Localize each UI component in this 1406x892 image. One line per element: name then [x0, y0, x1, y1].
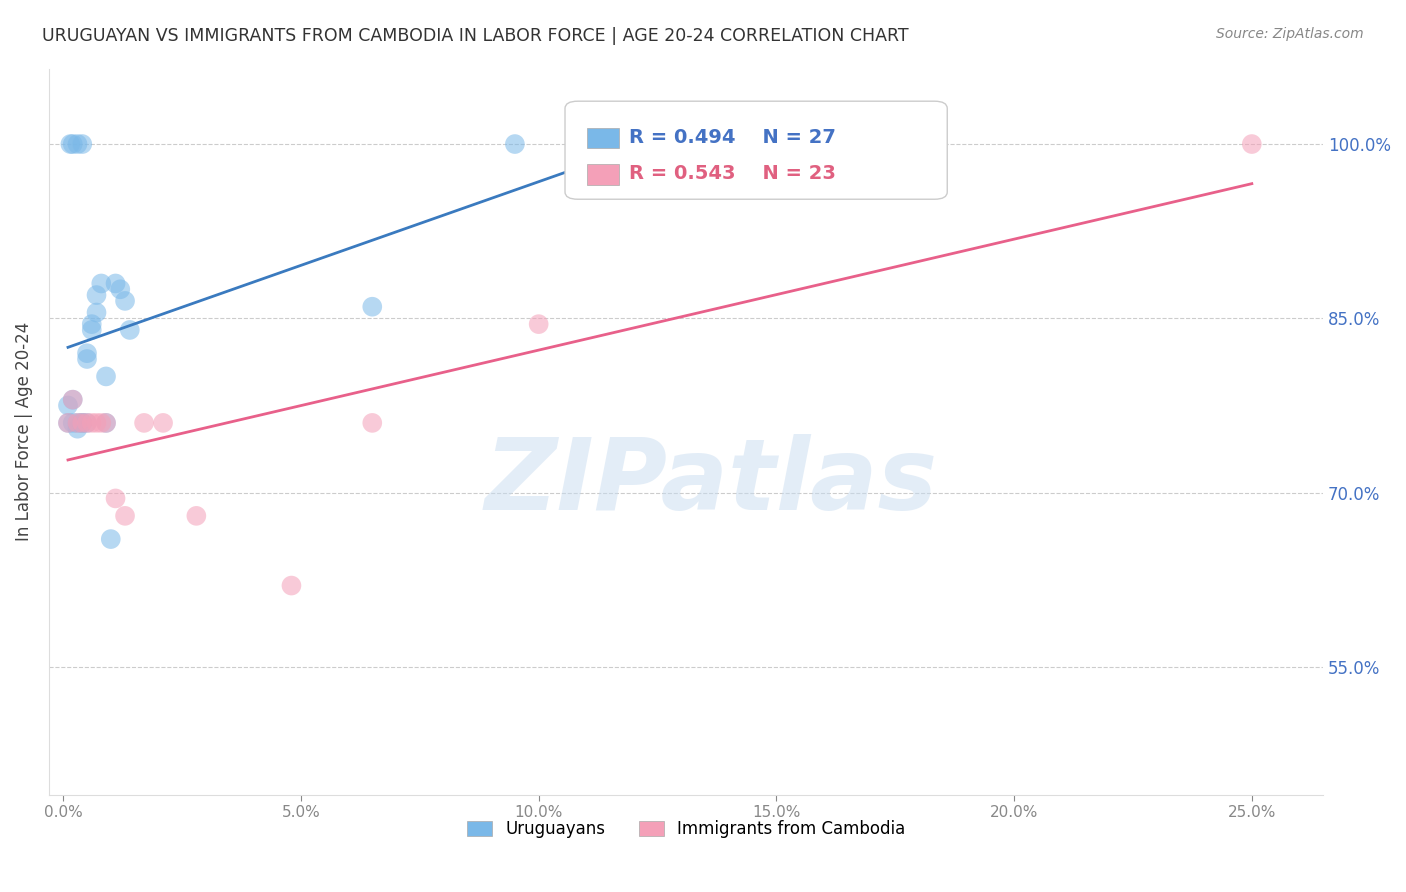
Point — [66, 416, 89, 430]
Point — [114, 508, 136, 523]
Point — [62, 392, 84, 407]
Point — [90, 277, 112, 291]
Point — [62, 392, 84, 407]
Point — [66, 416, 89, 430]
Point — [361, 416, 384, 430]
FancyBboxPatch shape — [565, 101, 948, 199]
Point — [76, 351, 98, 366]
Point — [86, 288, 108, 302]
Point — [72, 416, 94, 430]
Point — [66, 136, 89, 151]
Bar — [586, 164, 619, 185]
Point — [72, 416, 94, 430]
Text: R = 0.543    N = 23: R = 0.543 N = 23 — [628, 164, 835, 184]
Point — [104, 491, 127, 506]
Point — [66, 422, 89, 436]
Point — [94, 416, 117, 430]
Point — [280, 578, 302, 592]
Point — [86, 416, 108, 430]
Point — [56, 399, 79, 413]
Point — [80, 323, 103, 337]
Point — [152, 416, 174, 430]
Y-axis label: In Labor Force | Age 20-24: In Labor Force | Age 20-24 — [15, 322, 32, 541]
Point — [56, 416, 79, 430]
Point — [1240, 136, 1263, 151]
Bar — [586, 128, 619, 148]
Point — [59, 136, 82, 151]
Point — [56, 416, 79, 430]
Point — [76, 346, 98, 360]
Point — [186, 508, 208, 523]
Point — [118, 323, 141, 337]
Point — [80, 317, 103, 331]
Point — [76, 416, 98, 430]
Point — [94, 416, 117, 430]
Point — [114, 293, 136, 308]
Text: ZIPatlas: ZIPatlas — [485, 434, 938, 531]
Point — [100, 532, 122, 546]
Point — [62, 416, 84, 430]
Legend: Uruguayans, Immigrants from Cambodia: Uruguayans, Immigrants from Cambodia — [460, 814, 912, 845]
Point — [527, 317, 550, 331]
Point — [132, 416, 155, 430]
Text: Source: ZipAtlas.com: Source: ZipAtlas.com — [1216, 27, 1364, 41]
Point — [503, 136, 526, 151]
Point — [86, 305, 108, 319]
Point — [361, 300, 384, 314]
Point — [90, 416, 112, 430]
Point — [110, 282, 132, 296]
Point — [72, 136, 94, 151]
Point — [72, 416, 94, 430]
Point — [80, 416, 103, 430]
Point — [613, 136, 636, 151]
Point — [76, 416, 98, 430]
Point — [94, 369, 117, 384]
Point — [104, 277, 127, 291]
Text: R = 0.494    N = 27: R = 0.494 N = 27 — [628, 128, 835, 147]
Point — [62, 136, 84, 151]
Text: URUGUAYAN VS IMMIGRANTS FROM CAMBODIA IN LABOR FORCE | AGE 20-24 CORRELATION CHA: URUGUAYAN VS IMMIGRANTS FROM CAMBODIA IN… — [42, 27, 908, 45]
